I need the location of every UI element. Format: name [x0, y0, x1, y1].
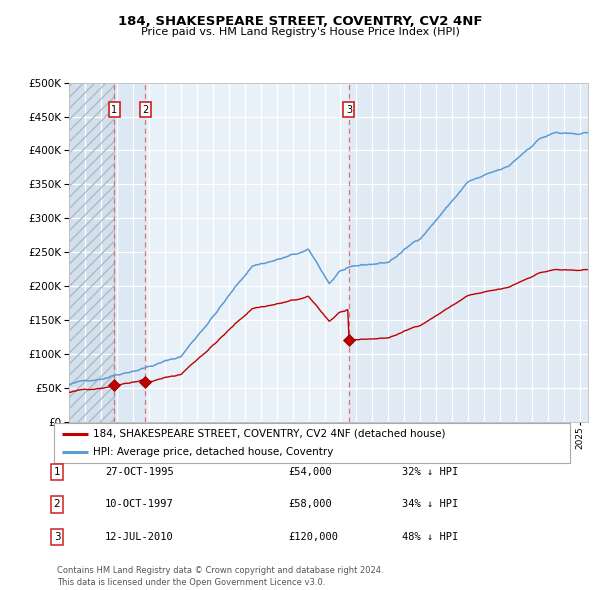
Text: 184, SHAKESPEARE STREET, COVENTRY, CV2 4NF: 184, SHAKESPEARE STREET, COVENTRY, CV2 4… — [118, 15, 482, 28]
Text: 27-OCT-1995: 27-OCT-1995 — [105, 467, 174, 477]
Text: 2: 2 — [142, 105, 148, 114]
Text: 3: 3 — [53, 532, 61, 542]
Text: 34% ↓ HPI: 34% ↓ HPI — [402, 500, 458, 509]
Bar — [69, 83, 114, 422]
Text: 2: 2 — [53, 500, 61, 509]
Text: 10-OCT-1997: 10-OCT-1997 — [105, 500, 174, 509]
Bar — [69, 83, 114, 422]
Text: 1: 1 — [111, 105, 117, 114]
Text: 1: 1 — [53, 467, 61, 477]
Text: HPI: Average price, detached house, Coventry: HPI: Average price, detached house, Cove… — [92, 447, 333, 457]
Text: £58,000: £58,000 — [288, 500, 332, 509]
Text: £54,000: £54,000 — [288, 467, 332, 477]
Text: Contains HM Land Registry data © Crown copyright and database right 2024.: Contains HM Land Registry data © Crown c… — [57, 566, 383, 575]
Bar — [349, 83, 588, 422]
Text: 32% ↓ HPI: 32% ↓ HPI — [402, 467, 458, 477]
Text: Price paid vs. HM Land Registry's House Price Index (HPI): Price paid vs. HM Land Registry's House … — [140, 27, 460, 37]
Text: 184, SHAKESPEARE STREET, COVENTRY, CV2 4NF (detached house): 184, SHAKESPEARE STREET, COVENTRY, CV2 4… — [92, 429, 445, 439]
Text: 48% ↓ HPI: 48% ↓ HPI — [402, 532, 458, 542]
Text: This data is licensed under the Open Government Licence v3.0.: This data is licensed under the Open Gov… — [57, 578, 325, 587]
Text: £120,000: £120,000 — [288, 532, 338, 542]
Bar — [114, 83, 145, 422]
Text: 12-JUL-2010: 12-JUL-2010 — [105, 532, 174, 542]
Text: 3: 3 — [346, 105, 352, 114]
